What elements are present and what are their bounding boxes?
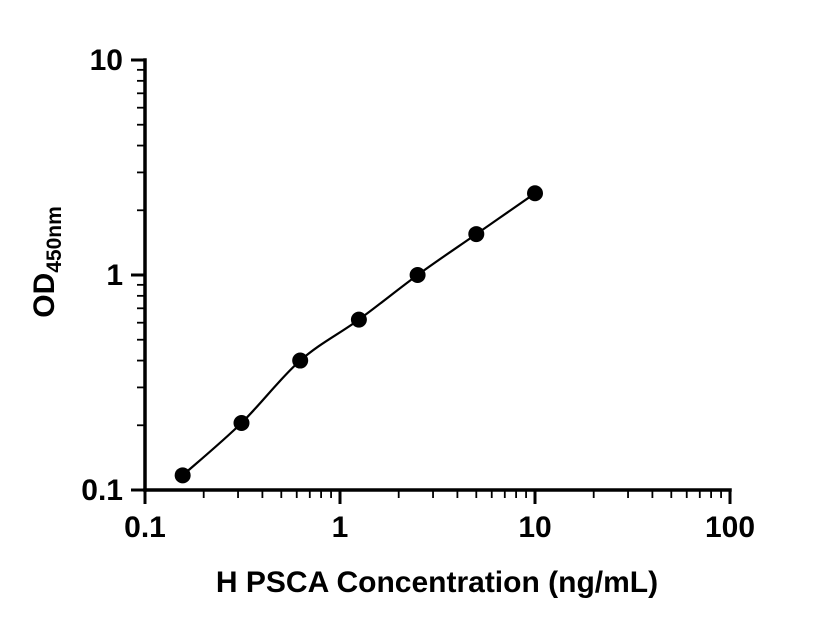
data-point bbox=[292, 352, 309, 369]
data-series-layer bbox=[174, 185, 543, 484]
x-axis-title: H PSCA Concentration (ng/mL) bbox=[216, 566, 658, 599]
tick-label-layer: 0.1 1 10 100 0.1 1 10 bbox=[81, 44, 755, 544]
data-point bbox=[409, 267, 426, 283]
x-tick-label: 100 bbox=[705, 511, 755, 544]
data-point bbox=[350, 311, 367, 328]
y-tick-label: 10 bbox=[90, 44, 123, 77]
y-axis-title-subscript: 450nm bbox=[43, 206, 66, 273]
y-tick-label: 0.1 bbox=[81, 474, 123, 507]
data-point bbox=[233, 414, 250, 431]
data-point bbox=[174, 467, 191, 484]
y-tick-label: 1 bbox=[106, 259, 123, 292]
data-point bbox=[527, 185, 543, 202]
axes-layer bbox=[131, 58, 732, 504]
x-tick-label: 1 bbox=[332, 511, 349, 544]
x-tick-label: 10 bbox=[518, 511, 551, 544]
y-axis-title-main: OD bbox=[28, 273, 61, 318]
y-axis-title: OD450nm bbox=[28, 206, 66, 318]
data-point bbox=[468, 226, 485, 243]
x-tick-label: 0.1 bbox=[124, 511, 166, 544]
